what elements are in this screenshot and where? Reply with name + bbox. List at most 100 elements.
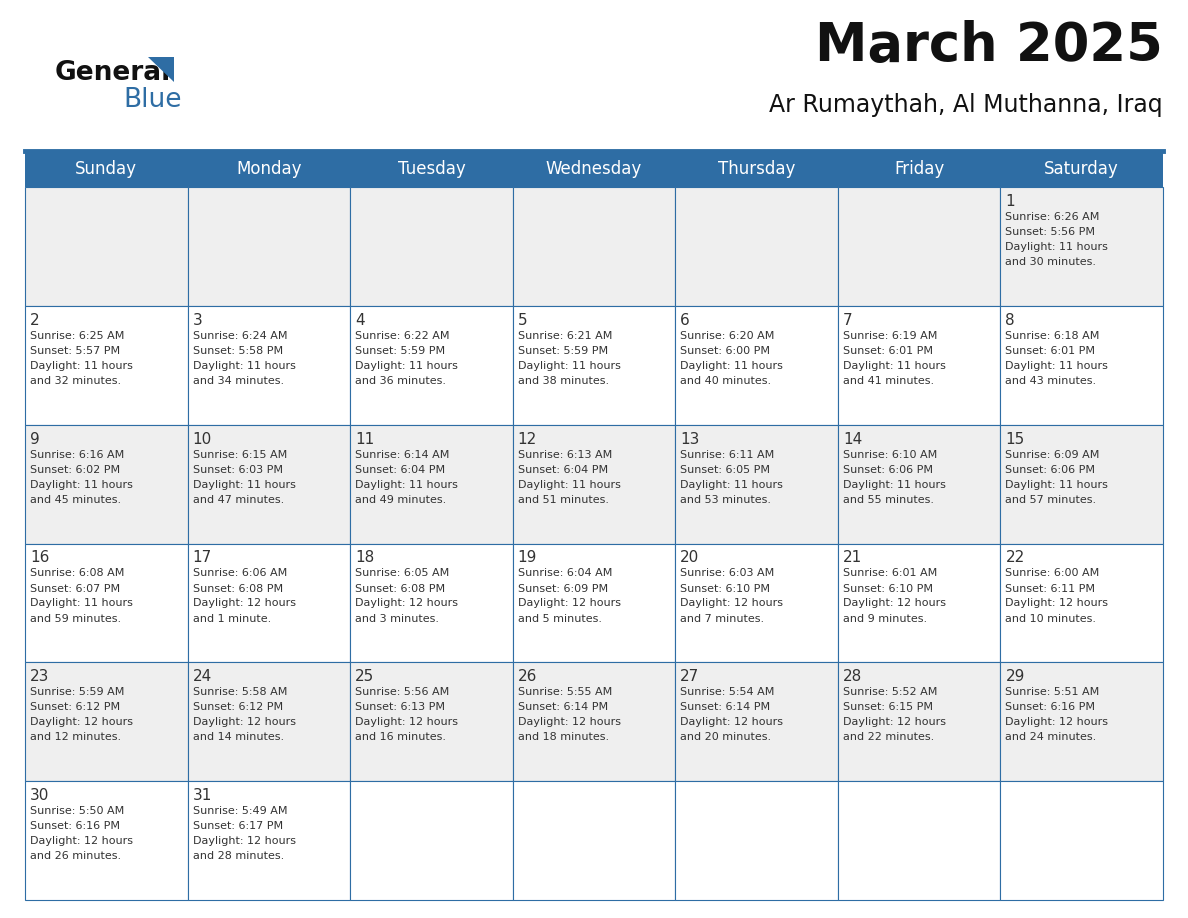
Text: and 38 minutes.: and 38 minutes.	[518, 375, 608, 386]
Text: Daylight: 12 hours: Daylight: 12 hours	[842, 717, 946, 727]
Text: Sunrise: 6:22 AM: Sunrise: 6:22 AM	[355, 330, 449, 341]
Text: Daylight: 11 hours: Daylight: 11 hours	[192, 361, 296, 371]
Text: Sunrise: 6:04 AM: Sunrise: 6:04 AM	[518, 568, 612, 578]
Text: 3: 3	[192, 313, 202, 328]
Text: Daylight: 12 hours: Daylight: 12 hours	[842, 599, 946, 609]
Text: Sunset: 6:05 PM: Sunset: 6:05 PM	[681, 465, 770, 475]
Text: Daylight: 11 hours: Daylight: 11 hours	[842, 361, 946, 371]
Bar	[838, 425, 1000, 543]
Bar	[188, 543, 350, 662]
Bar	[838, 187, 1000, 306]
Text: Sunset: 6:14 PM: Sunset: 6:14 PM	[518, 702, 608, 712]
Text: and 55 minutes.: and 55 minutes.	[842, 495, 934, 505]
Bar	[1000, 543, 1163, 662]
Text: Sunrise: 5:59 AM: Sunrise: 5:59 AM	[30, 688, 125, 698]
Text: Daylight: 11 hours: Daylight: 11 hours	[192, 480, 296, 489]
Bar	[25, 425, 188, 543]
Text: Daylight: 12 hours: Daylight: 12 hours	[681, 717, 783, 727]
Bar	[1000, 306, 1163, 425]
Text: Sunset: 6:06 PM: Sunset: 6:06 PM	[1005, 465, 1095, 475]
Text: 23: 23	[30, 669, 50, 684]
Text: Daylight: 12 hours: Daylight: 12 hours	[30, 717, 133, 727]
Bar	[1000, 425, 1163, 543]
Bar	[838, 306, 1000, 425]
Text: Sunset: 6:07 PM: Sunset: 6:07 PM	[30, 584, 120, 594]
Text: and 9 minutes.: and 9 minutes.	[842, 613, 927, 623]
Text: General: General	[55, 60, 171, 86]
Bar	[675, 543, 838, 662]
Text: Sunrise: 6:15 AM: Sunrise: 6:15 AM	[192, 450, 286, 460]
Text: Ar Rumaythah, Al Muthanna, Iraq: Ar Rumaythah, Al Muthanna, Iraq	[770, 93, 1163, 117]
Text: Sunrise: 5:51 AM: Sunrise: 5:51 AM	[1005, 688, 1100, 698]
Text: 24: 24	[192, 669, 211, 684]
Text: and 28 minutes.: and 28 minutes.	[192, 851, 284, 861]
Text: Daylight: 11 hours: Daylight: 11 hours	[30, 480, 133, 489]
Text: Daylight: 12 hours: Daylight: 12 hours	[1005, 717, 1108, 727]
Bar	[838, 543, 1000, 662]
Bar	[25, 151, 1163, 187]
Text: Sunrise: 6:10 AM: Sunrise: 6:10 AM	[842, 450, 937, 460]
Text: Daylight: 12 hours: Daylight: 12 hours	[518, 717, 620, 727]
Text: and 5 minutes.: and 5 minutes.	[518, 613, 601, 623]
Text: and 10 minutes.: and 10 minutes.	[1005, 613, 1097, 623]
Text: Daylight: 12 hours: Daylight: 12 hours	[192, 836, 296, 846]
Text: Sunset: 6:06 PM: Sunset: 6:06 PM	[842, 465, 933, 475]
Text: Sunset: 5:58 PM: Sunset: 5:58 PM	[192, 346, 283, 356]
Text: and 14 minutes.: and 14 minutes.	[192, 733, 284, 743]
Text: Daylight: 11 hours: Daylight: 11 hours	[30, 599, 133, 609]
Text: Sunrise: 5:49 AM: Sunrise: 5:49 AM	[192, 806, 287, 816]
Text: Sunrise: 6:19 AM: Sunrise: 6:19 AM	[842, 330, 937, 341]
Text: 30: 30	[30, 789, 50, 803]
Bar	[513, 543, 675, 662]
Bar	[188, 781, 350, 900]
Text: Sunrise: 6:01 AM: Sunrise: 6:01 AM	[842, 568, 937, 578]
Text: Daylight: 11 hours: Daylight: 11 hours	[1005, 242, 1108, 252]
Bar	[513, 306, 675, 425]
Text: and 40 minutes.: and 40 minutes.	[681, 375, 771, 386]
Text: Sunrise: 6:26 AM: Sunrise: 6:26 AM	[1005, 212, 1100, 222]
Text: 2: 2	[30, 313, 39, 328]
Text: Daylight: 12 hours: Daylight: 12 hours	[1005, 599, 1108, 609]
Bar	[513, 425, 675, 543]
Text: Sunset: 6:16 PM: Sunset: 6:16 PM	[1005, 702, 1095, 712]
Text: Sunset: 6:01 PM: Sunset: 6:01 PM	[1005, 346, 1095, 356]
Text: 21: 21	[842, 551, 862, 565]
Text: and 45 minutes.: and 45 minutes.	[30, 495, 121, 505]
Text: Daylight: 11 hours: Daylight: 11 hours	[842, 480, 946, 489]
Text: Monday: Monday	[236, 160, 302, 178]
Bar	[25, 306, 188, 425]
Text: 6: 6	[681, 313, 690, 328]
Text: Daylight: 11 hours: Daylight: 11 hours	[1005, 361, 1108, 371]
Text: Sunset: 6:00 PM: Sunset: 6:00 PM	[681, 346, 770, 356]
Text: and 49 minutes.: and 49 minutes.	[355, 495, 447, 505]
Text: and 53 minutes.: and 53 minutes.	[681, 495, 771, 505]
Text: 18: 18	[355, 551, 374, 565]
Bar	[675, 306, 838, 425]
Text: and 20 minutes.: and 20 minutes.	[681, 733, 771, 743]
Text: 13: 13	[681, 431, 700, 447]
Text: Sunset: 6:12 PM: Sunset: 6:12 PM	[192, 702, 283, 712]
Text: Daylight: 11 hours: Daylight: 11 hours	[518, 361, 620, 371]
Bar	[838, 781, 1000, 900]
Text: 29: 29	[1005, 669, 1025, 684]
Text: and 51 minutes.: and 51 minutes.	[518, 495, 608, 505]
Text: Sunset: 6:12 PM: Sunset: 6:12 PM	[30, 702, 120, 712]
Bar	[675, 662, 838, 781]
Bar	[350, 781, 513, 900]
Bar	[188, 306, 350, 425]
Text: and 36 minutes.: and 36 minutes.	[355, 375, 447, 386]
Text: Daylight: 11 hours: Daylight: 11 hours	[681, 361, 783, 371]
Bar	[350, 543, 513, 662]
Text: Sunrise: 6:14 AM: Sunrise: 6:14 AM	[355, 450, 449, 460]
Text: 17: 17	[192, 551, 211, 565]
Text: Daylight: 12 hours: Daylight: 12 hours	[518, 599, 620, 609]
Text: and 16 minutes.: and 16 minutes.	[355, 733, 447, 743]
Text: Sunrise: 6:24 AM: Sunrise: 6:24 AM	[192, 330, 287, 341]
Text: Sunset: 6:10 PM: Sunset: 6:10 PM	[842, 584, 933, 594]
Text: Sunset: 6:11 PM: Sunset: 6:11 PM	[1005, 584, 1095, 594]
Text: Sunrise: 6:18 AM: Sunrise: 6:18 AM	[1005, 330, 1100, 341]
Text: and 43 minutes.: and 43 minutes.	[1005, 375, 1097, 386]
Text: Sunset: 6:03 PM: Sunset: 6:03 PM	[192, 465, 283, 475]
Bar	[1000, 781, 1163, 900]
Text: 19: 19	[518, 551, 537, 565]
